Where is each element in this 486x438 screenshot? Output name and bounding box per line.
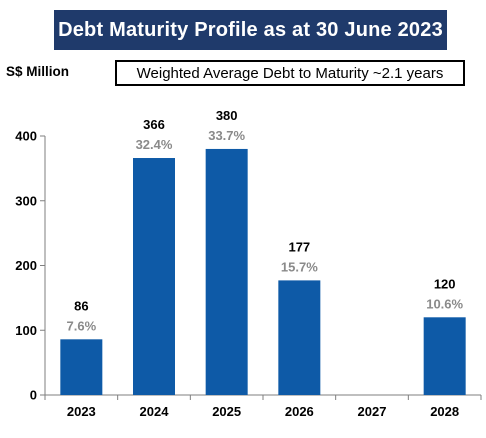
value-label: 380 [216, 108, 238, 123]
x-tick-label: 2024 [140, 404, 170, 419]
weighted-average-maturity-note: Weighted Average Debt to Maturity ~2.1 y… [115, 60, 465, 86]
bar [205, 148, 248, 395]
bar [133, 158, 175, 395]
x-tick-label: 2025 [212, 404, 241, 419]
bar [60, 339, 103, 395]
percent-label: 33.7% [208, 128, 245, 143]
chart-title: Debt Maturity Profile as at 30 June 2023 [54, 10, 447, 50]
value-label: 120 [434, 276, 456, 291]
x-tick-label: 2023 [67, 404, 96, 419]
x-tick-label: 2027 [358, 404, 387, 419]
percent-label: 15.7% [281, 259, 318, 274]
bar [278, 280, 321, 395]
value-label: 86 [74, 298, 88, 313]
y-tick-label: 0 [30, 388, 37, 403]
percent-label: 7.6% [67, 318, 97, 333]
bar [423, 317, 466, 395]
y-axis-unit-label: S$ Million [6, 64, 70, 79]
x-tick-label: 2026 [285, 404, 314, 419]
value-label: 177 [288, 239, 310, 254]
y-tick-label: 400 [15, 129, 37, 144]
y-tick-label: 100 [15, 323, 37, 338]
value-label: 366 [143, 117, 165, 132]
percent-label: 32.4% [136, 137, 173, 152]
percent-label: 10.6% [426, 296, 463, 311]
y-tick-label: 200 [15, 258, 37, 273]
y-tick-label: 300 [15, 193, 37, 208]
x-tick-label: 2028 [430, 404, 459, 419]
